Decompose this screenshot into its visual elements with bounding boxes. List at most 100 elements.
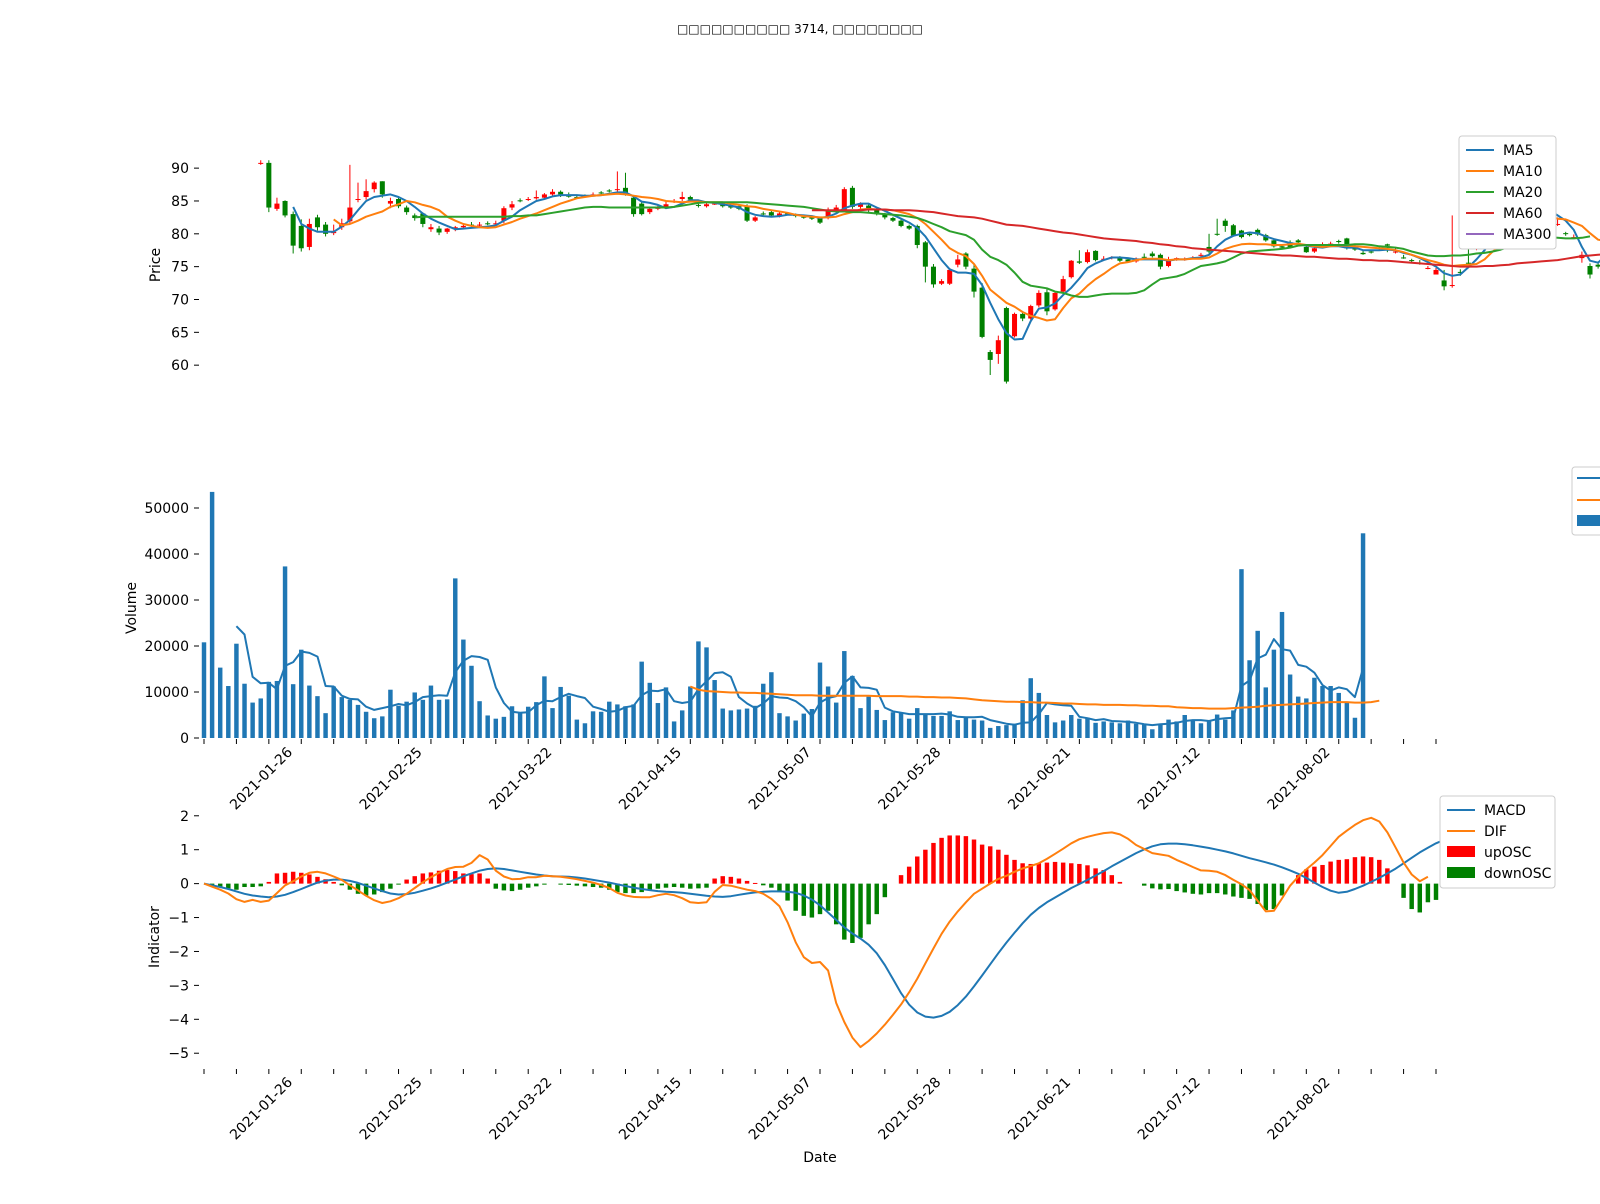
down-osc-bar	[250, 883, 255, 888]
candle-body	[1247, 233, 1253, 236]
price-ylabel: Price	[148, 248, 164, 282]
down-osc-bar	[639, 883, 644, 893]
down-osc-bar	[1231, 883, 1236, 897]
price-panel: 60 65 70 75 80 85 90 Price MA5 MA10 MA20 MA60 MA300	[148, 135, 1600, 384]
volume-bar	[1174, 721, 1179, 738]
volume-bar	[688, 686, 693, 738]
candle-body	[606, 190, 612, 192]
candle-body	[477, 224, 483, 226]
down-osc-bar	[607, 883, 612, 890]
volume-bar	[744, 708, 750, 738]
down-osc-bar	[1409, 883, 1414, 910]
down-osc-bar	[1158, 883, 1163, 890]
up-osc-bar	[971, 839, 977, 884]
volume-bar	[866, 696, 871, 738]
up-osc-bar	[752, 882, 758, 884]
candle-body	[290, 214, 296, 246]
candle-body	[1336, 241, 1342, 243]
ma20-line	[414, 201, 1591, 298]
volume-bar	[631, 704, 636, 738]
volume-bar	[347, 699, 353, 738]
volume-bar	[1344, 702, 1350, 738]
volume-bar	[1271, 649, 1277, 738]
candle-body	[485, 223, 491, 225]
volume-bar	[817, 662, 823, 738]
candle-body	[679, 197, 685, 200]
candle-body	[1344, 238, 1350, 249]
volume-xtick-label: 2021-05-28	[876, 745, 945, 814]
volume-bar	[1020, 700, 1025, 738]
up-osc-bar	[979, 844, 985, 884]
candle-body	[1117, 257, 1123, 261]
volume-panel: 0 10000 20000 30000 40000 50000 Volume 2021-01-…	[124, 466, 1600, 814]
volume-xtick-label: 2021-08-02	[1265, 745, 1334, 814]
volume-bar	[728, 710, 734, 738]
volume-bar	[947, 711, 952, 738]
volume-bar	[1206, 721, 1212, 738]
down-osc-bar	[542, 883, 547, 885]
candle-body	[825, 209, 831, 219]
volume-bar	[1077, 718, 1082, 738]
up-osc-bar	[461, 873, 466, 884]
down-osc-bar	[858, 883, 863, 938]
indicator-xtick-label: 2021-06-21	[1005, 1075, 1074, 1144]
candle-body	[558, 191, 564, 195]
indicator-legend-swatch	[1447, 846, 1475, 857]
volume-bar	[1312, 677, 1317, 738]
candle-body	[1360, 252, 1366, 255]
down-osc-bar	[1182, 883, 1187, 893]
volume-ytick-label: 30000	[144, 593, 189, 609]
up-osc-bar	[331, 881, 336, 884]
volume-bar	[436, 699, 442, 738]
indicator-xtick-label: 2021-04-15	[616, 1075, 685, 1144]
candle-body	[963, 253, 969, 267]
volume-bar	[1320, 686, 1325, 738]
down-osc-bar	[534, 883, 539, 887]
candle-body	[987, 352, 993, 360]
price-legend-label: MA60	[1503, 206, 1542, 222]
candle-body	[1555, 223, 1561, 225]
candle-body	[1563, 233, 1569, 235]
volume-bar	[1158, 724, 1163, 738]
volume-bar	[842, 651, 847, 738]
volume-bar	[266, 681, 272, 738]
volume-bar	[979, 720, 985, 738]
volume-bar	[242, 683, 247, 738]
indicator-legend-label: upOSC	[1484, 845, 1532, 861]
down-osc-bar	[566, 883, 571, 885]
indicator-ylabel: Indicator	[147, 906, 163, 968]
candle-body	[371, 182, 377, 190]
candle-body	[1012, 313, 1018, 337]
volume-bar	[1125, 720, 1131, 738]
price-ytick-label: 85	[171, 194, 189, 210]
candle-body	[598, 192, 604, 194]
candle-body	[1044, 292, 1050, 312]
up-osc-bar	[1336, 859, 1341, 884]
price-legend-label: MA20	[1503, 185, 1542, 201]
candle-body	[914, 225, 920, 245]
volume-bar	[542, 676, 547, 738]
candle-body	[509, 204, 515, 208]
down-osc-bar	[761, 883, 766, 886]
volume-bar	[1044, 715, 1050, 738]
down-osc-bar	[655, 883, 661, 889]
indicator-ytick-label: −5	[168, 1046, 189, 1062]
candle-body	[841, 189, 847, 210]
down-osc-bar	[769, 883, 774, 888]
volume-bar	[833, 702, 839, 738]
up-osc-bar	[453, 871, 458, 884]
price-legend-label: MA300	[1503, 227, 1551, 243]
down-osc-bar	[380, 883, 385, 893]
up-osc-bar	[1368, 857, 1374, 884]
volume-bar	[363, 711, 369, 738]
candle-body	[1157, 254, 1163, 267]
up-osc-bar	[1036, 863, 1042, 884]
down-osc-bar	[874, 883, 879, 915]
down-osc-bar	[615, 883, 620, 893]
volume-bar	[274, 680, 280, 738]
candle-body	[550, 191, 556, 195]
down-osc-bar	[793, 883, 798, 911]
candle-body	[1595, 264, 1600, 267]
volume-bar	[931, 715, 936, 738]
